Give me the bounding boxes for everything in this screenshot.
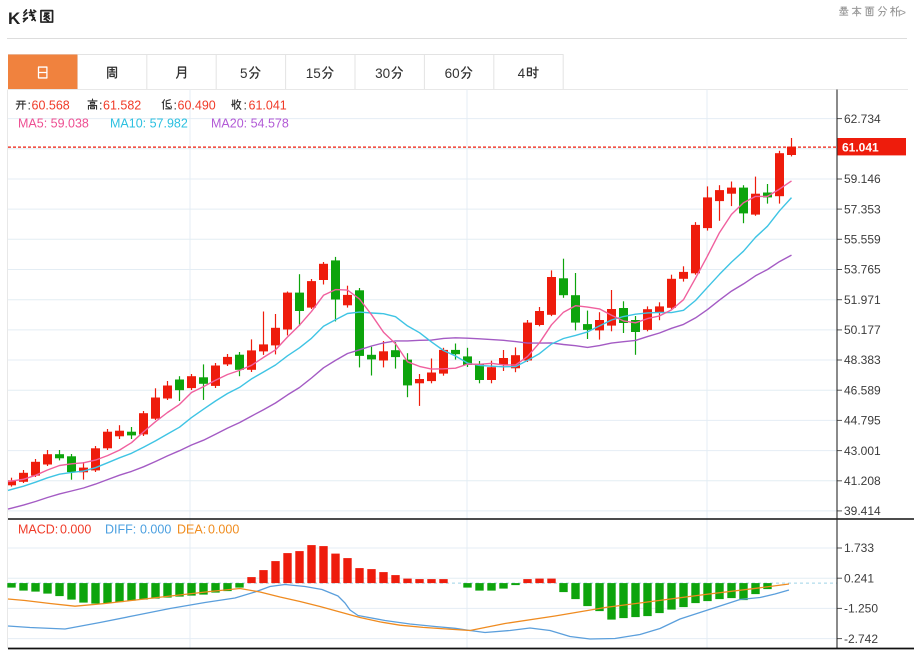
svg-text:DIFF:: DIFF: xyxy=(105,523,136,537)
svg-text:44.795: 44.795 xyxy=(844,414,881,428)
svg-text:>: > xyxy=(899,6,906,20)
svg-text:59.146: 59.146 xyxy=(844,172,881,186)
svg-text:53.765: 53.765 xyxy=(844,263,881,277)
svg-text:48.383: 48.383 xyxy=(844,353,881,367)
svg-text:-1.250: -1.250 xyxy=(844,602,878,616)
svg-text:-2.742: -2.742 xyxy=(844,632,878,646)
svg-text:62.734: 62.734 xyxy=(844,112,881,126)
svg-text:MA10: 57.982: MA10: 57.982 xyxy=(110,117,188,131)
svg-text::: : xyxy=(174,99,177,113)
svg-text:DEA:: DEA: xyxy=(177,523,206,537)
svg-text::: : xyxy=(28,99,31,113)
svg-text:50.177: 50.177 xyxy=(844,323,881,337)
svg-text:55.559: 55.559 xyxy=(844,233,881,247)
svg-text:0.000: 0.000 xyxy=(140,523,171,537)
svg-text:MACD:: MACD: xyxy=(18,523,58,537)
svg-text::: : xyxy=(99,99,102,113)
svg-text:60.568: 60.568 xyxy=(32,99,70,113)
svg-text:41.208: 41.208 xyxy=(844,474,881,488)
svg-text:61.041: 61.041 xyxy=(249,99,287,113)
svg-text:K: K xyxy=(8,9,21,28)
svg-text:MA20: 54.578: MA20: 54.578 xyxy=(211,117,289,131)
svg-text:4: 4 xyxy=(518,66,526,81)
svg-text:MA5: 59.038: MA5: 59.038 xyxy=(18,117,89,131)
svg-text:60.490: 60.490 xyxy=(178,99,216,113)
svg-text:61.582: 61.582 xyxy=(103,99,141,113)
svg-text:51.971: 51.971 xyxy=(844,293,881,307)
svg-text:0.000: 0.000 xyxy=(60,523,91,537)
svg-text:60: 60 xyxy=(445,66,460,81)
svg-text:30: 30 xyxy=(375,66,390,81)
svg-text:46.589: 46.589 xyxy=(844,383,881,397)
svg-text:61.041: 61.041 xyxy=(842,140,879,154)
svg-text:57.353: 57.353 xyxy=(844,202,881,216)
svg-text:5: 5 xyxy=(240,66,248,81)
svg-text:0.000: 0.000 xyxy=(208,523,239,537)
svg-text:0.241: 0.241 xyxy=(844,571,874,585)
svg-text:15: 15 xyxy=(306,66,321,81)
svg-text:39.414: 39.414 xyxy=(844,504,881,518)
svg-text::: : xyxy=(244,99,247,113)
svg-text:43.001: 43.001 xyxy=(844,444,881,458)
svg-text:1.733: 1.733 xyxy=(844,541,874,555)
